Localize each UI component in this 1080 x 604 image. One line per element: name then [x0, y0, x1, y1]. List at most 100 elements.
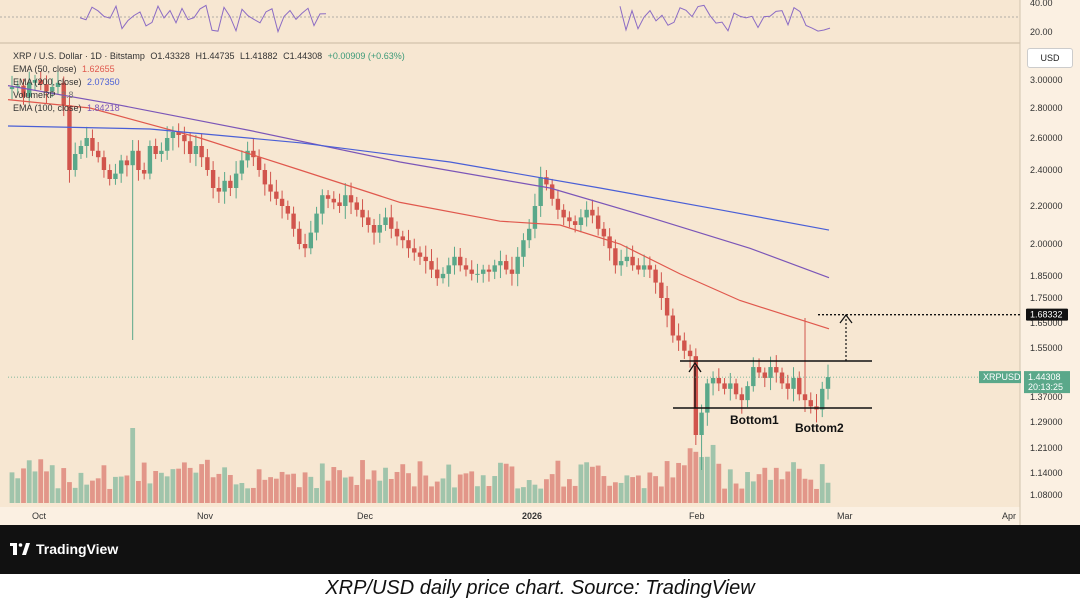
- candle-body: [797, 377, 802, 395]
- indicator-ema100[interactable]: EMA (100, close) 1.84218: [13, 102, 123, 114]
- candle-body: [153, 146, 158, 154]
- candle-body: [61, 82, 66, 106]
- candle-body: [590, 209, 595, 216]
- volume-bar: [49, 465, 55, 503]
- current-price-tag: [1024, 371, 1070, 394]
- candle-body: [136, 150, 141, 170]
- ohlc-low: L1.41882: [240, 51, 278, 61]
- price-tick-label: 1.85000: [1030, 271, 1063, 281]
- current-price-label: 1.44308: [1028, 372, 1061, 382]
- volume-bar: [612, 482, 618, 503]
- volume-bar: [635, 475, 641, 503]
- volume-bar: [262, 479, 268, 503]
- volume-bar: [95, 478, 101, 503]
- volume-bar: [664, 461, 670, 503]
- price-chart[interactable]: 3.00000 2.80000 2.60000 2.40000 2.20000 2.000…: [0, 0, 1080, 574]
- candle-body: [193, 146, 199, 154]
- candle-body: [55, 82, 61, 87]
- volume-bar: [768, 479, 773, 503]
- indicator-value: 1.84218: [87, 103, 120, 113]
- volume-bar: [72, 487, 78, 503]
- price-tick-label: 1.75000: [1030, 293, 1063, 303]
- volume-bar: [245, 488, 251, 503]
- volume-bar: [354, 484, 360, 503]
- volume-bar: [670, 477, 676, 503]
- candle-body: [228, 180, 233, 188]
- candle-body: [452, 256, 457, 266]
- volume-bar: [67, 482, 72, 503]
- candle-body: [389, 217, 394, 229]
- volume-bar: [147, 483, 153, 503]
- volume-bar: [61, 468, 67, 503]
- candle-body: [446, 265, 451, 274]
- volume-bar: [722, 488, 727, 503]
- volume-bar: [176, 468, 182, 503]
- candle-body: [50, 87, 55, 92]
- candle-body: [435, 269, 440, 279]
- volume-bar: [699, 457, 704, 503]
- time-axis-label: 2026: [522, 511, 542, 521]
- indicator-value: 2.07350: [87, 77, 120, 87]
- currency-button[interactable]: USD: [1027, 48, 1073, 68]
- candle-body: [682, 340, 687, 351]
- time-axis-label: Apr: [1002, 511, 1016, 521]
- candle-body: [360, 209, 365, 218]
- ema200-line: [7, 125, 830, 231]
- volume-bar: [601, 476, 607, 503]
- volume-bar: [101, 465, 107, 503]
- volume-bar: [9, 472, 15, 503]
- volume-bar: [136, 480, 141, 503]
- volume-bar: [785, 471, 791, 503]
- volume-bar: [325, 480, 331, 503]
- price-axis-background: [1020, 0, 1080, 507]
- candle-body: [492, 265, 497, 272]
- indicator-volume[interactable]: VolumeRP 2.8: [13, 89, 77, 101]
- symbol-line: XRP / U.S. Dollar · 1D · Bitstamp O1.433…: [13, 50, 408, 62]
- candle-body: [641, 265, 647, 270]
- volume-bar: [417, 461, 423, 503]
- candle-body: [90, 138, 95, 151]
- candle-body: [699, 412, 704, 435]
- volume-bar: [819, 464, 825, 503]
- volume-bar: [268, 477, 273, 503]
- candle-body: [67, 105, 72, 170]
- bottom2-label: Bottom2: [795, 421, 844, 435]
- candle-body: [15, 85, 20, 87]
- ema100-line: [7, 85, 830, 279]
- volume-bar: [549, 474, 555, 503]
- volume-bar: [515, 488, 521, 503]
- volume-bar: [808, 479, 814, 503]
- candle-body: [647, 265, 653, 270]
- volume-bar: [584, 462, 590, 503]
- candle-body: [170, 132, 176, 138]
- volume-bar: [164, 476, 170, 503]
- volume-bar: [681, 465, 687, 503]
- volume-bar: [130, 428, 136, 503]
- volume-bar: [756, 474, 762, 503]
- indicator-ema50[interactable]: EMA (50, close) 1.62655: [13, 63, 118, 75]
- volume-bar: [377, 480, 383, 503]
- volume-bar: [291, 473, 296, 503]
- volume-bar: [440, 478, 446, 503]
- candle-body: [406, 240, 411, 249]
- candle-body: [802, 394, 808, 401]
- volume-bar: [676, 462, 681, 503]
- candle-body: [9, 87, 15, 90]
- candle-body: [337, 202, 342, 206]
- candle-body: [538, 177, 543, 206]
- volume-bar: [572, 485, 578, 503]
- volume-bar: [319, 463, 325, 503]
- volume-bar: [641, 488, 647, 503]
- candle-body: [618, 261, 624, 266]
- volume-bar: [210, 477, 216, 503]
- candle-body: [440, 273, 446, 279]
- volume-bar: [773, 467, 779, 503]
- volume-bar: [233, 484, 239, 503]
- candle-body: [498, 261, 503, 266]
- indicator-ema200[interactable]: EMA (200, close) 2.07350: [13, 76, 123, 88]
- volume-bar: [446, 464, 452, 503]
- volume-bar: [153, 470, 159, 503]
- candle-body: [423, 256, 428, 262]
- indicator-label: EMA (200, close): [13, 77, 82, 87]
- volume-bar: [434, 481, 440, 503]
